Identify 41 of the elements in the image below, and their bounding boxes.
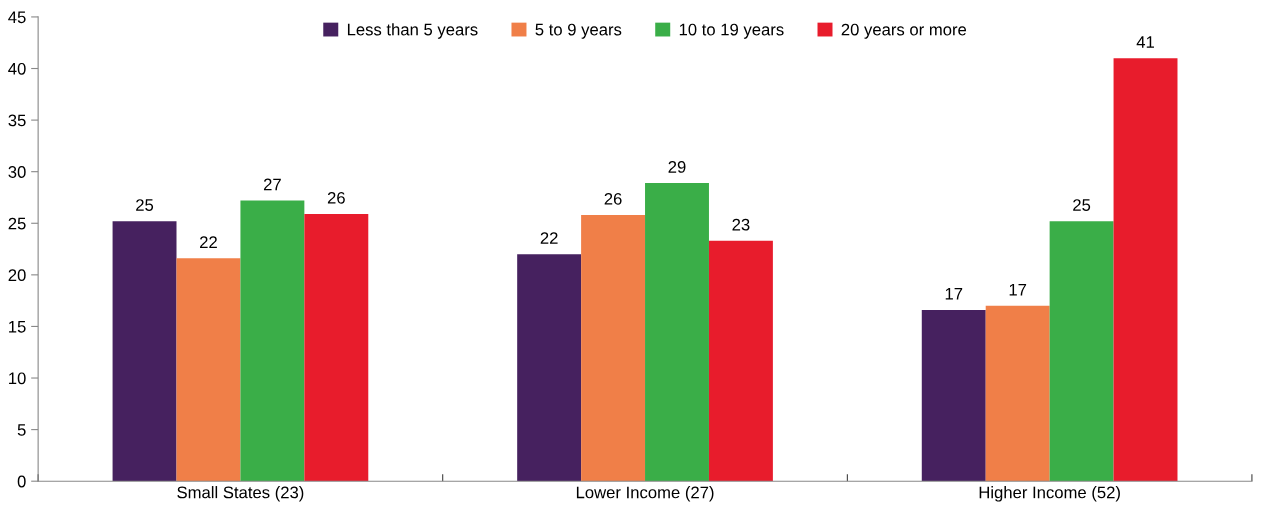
data-label: 26 (604, 192, 622, 205)
bar (240, 200, 305, 482)
bar (304, 213, 369, 482)
bar (581, 215, 646, 482)
bar (1113, 58, 1178, 482)
data-label: 27 (263, 178, 281, 191)
y-tick-label: 20 (8, 269, 26, 282)
bar (708, 240, 773, 482)
x-tick-label: Small States (23) (177, 486, 304, 502)
data-label: 23 (732, 218, 750, 231)
data-label: 17 (945, 288, 963, 300)
y-tick-label: 45 (8, 11, 26, 24)
legend-label: 10 to 19 years (679, 23, 784, 39)
x-tick-label: Higher Income (52) (979, 486, 1120, 502)
legend-label: 20 years or more (841, 23, 967, 39)
bar (645, 183, 709, 482)
data-label: 41 (1136, 36, 1154, 48)
data-label: 25 (136, 199, 154, 211)
y-tick-label: 25 (8, 217, 26, 230)
bar (985, 305, 1050, 482)
legend-label: Less than 5 years (347, 23, 478, 39)
data-label: 17 (1009, 283, 1027, 296)
bar (921, 309, 986, 482)
data-label: 26 (327, 191, 345, 204)
legend-label: 5 to 9 years (535, 23, 622, 39)
data-label: 22 (540, 232, 558, 244)
bar (176, 258, 241, 482)
x-tick-label: Lower Income (27) (576, 486, 714, 502)
y-tick-label: 15 (9, 321, 26, 333)
bar (112, 221, 177, 482)
bar (517, 254, 582, 482)
data-label: 25 (1073, 199, 1091, 211)
bar (1049, 221, 1114, 482)
y-tick-label: 35 (8, 114, 26, 127)
data-label: 29 (668, 160, 686, 173)
y-tick-label: 10 (9, 372, 26, 385)
data-label: 22 (200, 236, 217, 248)
y-tick-label: 0 (17, 475, 26, 488)
y-tick-label: 30 (8, 166, 26, 178)
y-tick-label: 40 (8, 62, 26, 75)
y-tick-label: 5 (17, 424, 26, 436)
